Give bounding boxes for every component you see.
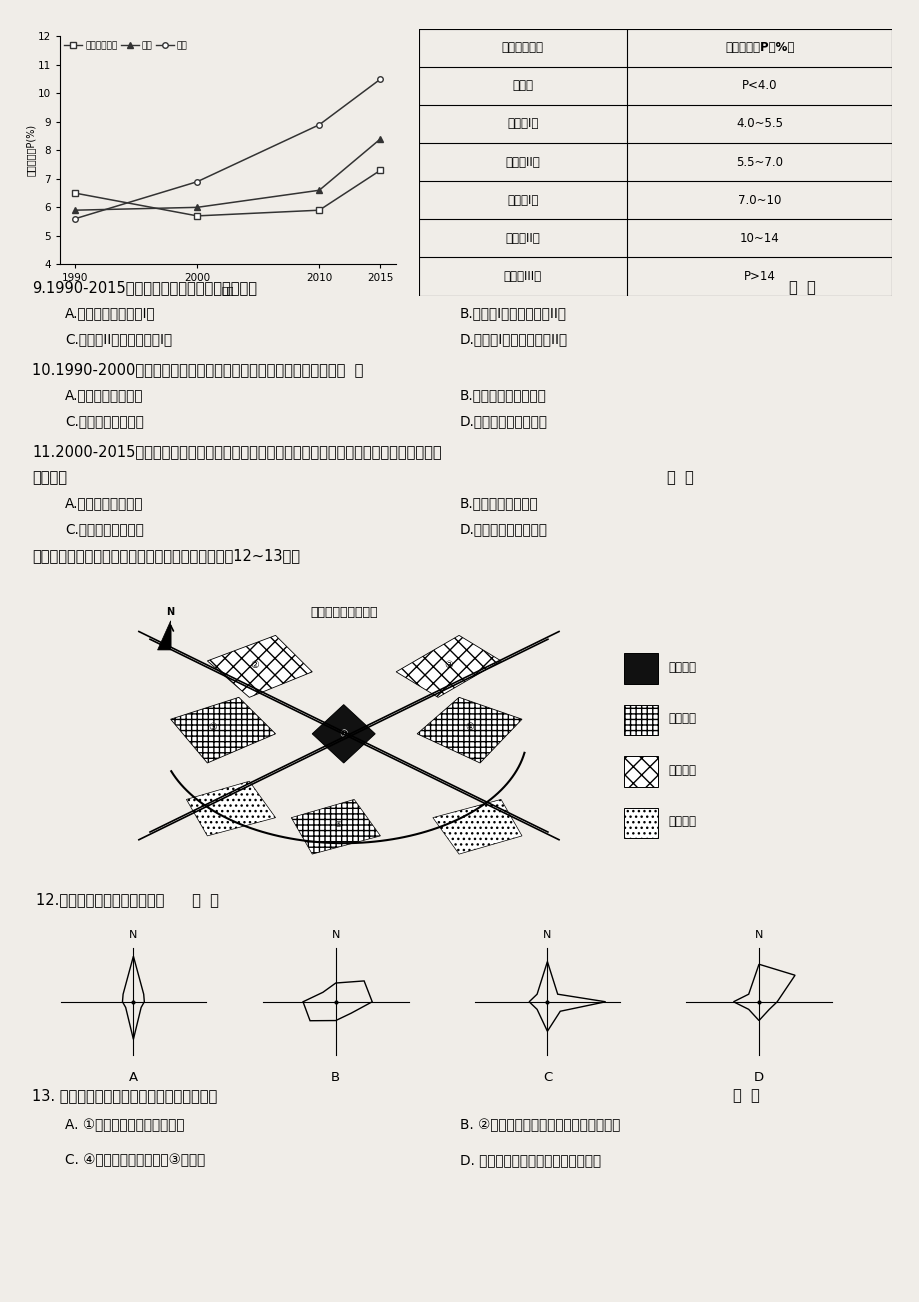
Polygon shape <box>187 781 276 836</box>
Text: B.成年型I期进入成年型II期: B.成年型I期进入成年型II期 <box>460 306 566 320</box>
Text: 老年型II期: 老年型II期 <box>505 232 539 245</box>
粤港澳大湾区 <box>374 163 385 178</box>
Bar <box>623 807 657 838</box>
Text: ⑤: ⑤ <box>335 820 342 829</box>
Line: 广东: 广东 <box>73 137 382 214</box>
广东 <box>191 199 202 215</box>
Text: 某城市功能区分布图: 某城市功能区分布图 <box>310 607 377 620</box>
Text: 13. 下列关于该城市功能区的叙述，错误的是: 13. 下列关于该城市功能区的叙述，错误的是 <box>32 1087 217 1103</box>
广东 <box>70 202 81 217</box>
Text: 居住用地: 居住用地 <box>667 712 695 725</box>
Text: 人口结构类型: 人口结构类型 <box>501 42 543 55</box>
Text: ②: ② <box>250 660 258 669</box>
Text: D.人口生育率明显下降: D.人口生育率明显下降 <box>460 414 548 428</box>
Text: N: N <box>166 607 175 617</box>
Text: N: N <box>754 930 763 940</box>
Text: 老龄化系数P（%）: 老龄化系数P（%） <box>724 42 794 55</box>
Text: 10~14: 10~14 <box>739 232 778 245</box>
Polygon shape <box>396 635 501 698</box>
Text: 9.1990-2015年，粤港澳大湾区人口结构类型由: 9.1990-2015年，粤港澳大湾区人口结构类型由 <box>32 280 257 296</box>
Text: 老年型III期: 老年型III期 <box>504 270 541 283</box>
粤港澳大湾区 <box>191 208 202 224</box>
Text: D. 商业区的形成受行政因素影响最大: D. 商业区的形成受行政因素影响最大 <box>460 1152 600 1167</box>
Polygon shape <box>432 799 521 854</box>
Text: 11.2000-2015年，粤港澳大湾区老龄化进程在加快，但慢于广东省，更慢于全国。这表明粤港: 11.2000-2015年，粤港澳大湾区老龄化进程在加快，但慢于广东省，更慢于全… <box>32 444 441 460</box>
Polygon shape <box>207 635 312 698</box>
Bar <box>623 756 657 786</box>
Text: B: B <box>331 1072 340 1085</box>
Line: 全国: 全国 <box>73 77 382 221</box>
Text: 12.该城市的风向频率图可能是      （  ）: 12.该城市的风向频率图可能是 （ ） <box>36 892 219 907</box>
Text: P<4.0: P<4.0 <box>742 79 777 92</box>
全国 <box>70 211 81 227</box>
Text: 5.5~7.0: 5.5~7.0 <box>735 156 782 168</box>
Text: N: N <box>542 930 551 940</box>
Text: A: A <box>129 1072 138 1085</box>
Bar <box>623 654 657 684</box>
Polygon shape <box>416 698 521 763</box>
Text: 澳大湾区: 澳大湾区 <box>32 470 67 486</box>
Text: 成年型II期: 成年型II期 <box>505 156 539 168</box>
Text: 绿化用地: 绿化用地 <box>667 815 695 828</box>
Text: N: N <box>129 930 138 940</box>
粤港澳大湾区 <box>313 202 324 217</box>
Text: （  ）: （ ） <box>666 470 693 486</box>
Y-axis label: 老龄化系数P(%): 老龄化系数P(%) <box>26 124 36 177</box>
Text: A. ①工业区的工业水污染较少: A. ①工业区的工业水污染较少 <box>65 1117 185 1131</box>
Text: （  ）: （ ） <box>732 1087 758 1103</box>
全国 <box>313 117 324 133</box>
Text: 成年型I期: 成年型I期 <box>506 117 538 130</box>
Text: ③: ③ <box>208 721 217 732</box>
粤港澳大湾区 <box>70 185 81 201</box>
Text: D.老年型I期进入老年型II期: D.老年型I期进入老年型II期 <box>460 332 568 346</box>
Text: P>14: P>14 <box>743 270 775 283</box>
Text: C.成年型II期进入老年型I期: C.成年型II期进入老年型I期 <box>65 332 172 346</box>
Text: 老年型I期: 老年型I期 <box>506 194 538 207</box>
Text: A.少儿人口快速增长: A.少儿人口快速增长 <box>65 388 143 402</box>
Text: B.青壮年人口显著增加: B.青壮年人口显著增加 <box>460 388 546 402</box>
Text: 10.1990-2000年，粤港澳大湾区人口老龄化系数回落的主要原因是（  ）: 10.1990-2000年，粤港澳大湾区人口老龄化系数回落的主要原因是（ ） <box>32 362 363 378</box>
Text: A.年轻型进入成年型I期: A.年轻型进入成年型I期 <box>65 306 155 320</box>
Polygon shape <box>171 698 276 763</box>
Text: C: C <box>542 1072 551 1085</box>
Polygon shape <box>291 799 380 854</box>
Polygon shape <box>312 704 375 763</box>
Text: 商业用地: 商业用地 <box>667 660 695 673</box>
Text: C.老年人口大量外迁: C.老年人口大量外迁 <box>65 414 144 428</box>
Text: 7.0~10: 7.0~10 <box>737 194 780 207</box>
Text: 年轻型: 年轻型 <box>512 79 533 92</box>
Text: C. ④住宅区平均房价高于③住宅区: C. ④住宅区平均房价高于③住宅区 <box>65 1152 205 1167</box>
Text: （  ）: （ ） <box>789 280 815 296</box>
广东 <box>374 132 385 147</box>
广东 <box>313 182 324 198</box>
Text: 下图为我国某城市功能分区的合理布局图。据此完成12~13题。: 下图为我国某城市功能分区的合理布局图。据此完成12~13题。 <box>32 548 300 564</box>
Text: 工业用地: 工业用地 <box>667 764 695 777</box>
Text: ①: ① <box>339 729 347 738</box>
Text: D: D <box>753 1072 764 1085</box>
Line: 粤港澳大湾区: 粤港澳大湾区 <box>73 168 382 219</box>
全国 <box>191 174 202 190</box>
Bar <box>623 704 657 736</box>
Text: C.海陆空交通更便捷: C.海陆空交通更便捷 <box>65 522 144 536</box>
Text: ④: ④ <box>465 721 473 732</box>
Polygon shape <box>157 621 171 650</box>
Legend: 粤港澳大湾区, 广东, 全国: 粤港澳大湾区, 广东, 全国 <box>64 40 187 49</box>
Text: 4.0~5.5: 4.0~5.5 <box>735 117 782 130</box>
Text: N: N <box>331 930 340 940</box>
Text: B. ②工业区的布局受交通通达度影响较大: B. ②工业区的布局受交通通达度影响较大 <box>460 1117 619 1131</box>
Text: D.劳动密集型企业更多: D.劳动密集型企业更多 <box>460 522 548 536</box>
X-axis label: 年份: 年份 <box>221 285 233 294</box>
Text: A.气候环境更宜居住: A.气候环境更宜居住 <box>65 496 143 510</box>
全国 <box>374 72 385 87</box>
Text: B.经济发展水平更高: B.经济发展水平更高 <box>460 496 539 510</box>
Text: ③: ③ <box>444 660 452 669</box>
